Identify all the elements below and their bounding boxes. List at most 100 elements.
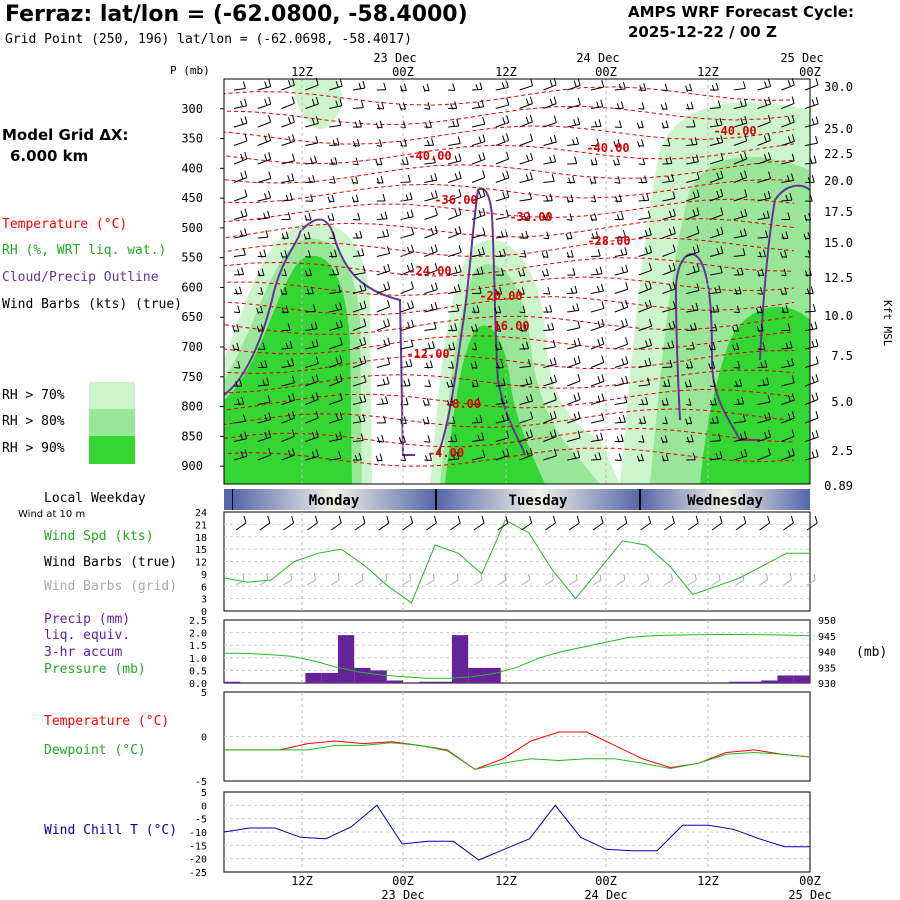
wind-barb-flag xyxy=(649,338,653,346)
wind-barb xyxy=(685,83,693,92)
wind-barb-staff xyxy=(733,105,747,109)
wind-barb-flag xyxy=(668,228,672,235)
wind-barb-staff xyxy=(733,455,747,461)
grid-wind-barb-flag xyxy=(480,573,483,581)
wind-barb-flag xyxy=(712,361,716,369)
wind-barb xyxy=(543,96,557,109)
wind-barb-flag xyxy=(336,137,340,146)
panel-tick-label: 6 xyxy=(201,582,207,593)
precip-bar xyxy=(793,675,810,683)
wind-barb-flag xyxy=(383,415,387,423)
wind-barb-staff xyxy=(281,121,295,128)
wind-barb xyxy=(733,305,740,314)
wind-barb-staff xyxy=(781,103,795,109)
wind-barb-flag xyxy=(577,320,581,328)
wind-barb-flag xyxy=(601,79,605,88)
wind-barb-staff xyxy=(376,325,390,331)
wind-barb-flag xyxy=(668,283,672,291)
wind-barb xyxy=(376,82,387,91)
wind-barb-staff xyxy=(543,237,549,240)
wind-barb-flag xyxy=(450,379,454,387)
wind-barb xyxy=(662,191,676,202)
wind-barb-layer xyxy=(232,77,819,463)
wind-barb xyxy=(424,282,438,294)
wind-barb-flag xyxy=(601,336,605,345)
wind-barb-staff xyxy=(495,255,506,257)
wind-barb-flag xyxy=(422,400,426,407)
wind-barb-flag xyxy=(744,189,748,197)
wind-barb-staff xyxy=(662,108,668,110)
wind-barb xyxy=(376,415,387,424)
wind-barb-flag xyxy=(625,337,629,345)
grid-wind-barb-flag xyxy=(575,573,578,581)
wind-barb-flag xyxy=(335,357,339,364)
wind-barb-flag xyxy=(434,172,438,181)
wind-barb-flag xyxy=(291,153,295,161)
wind-barb-flag xyxy=(667,175,671,183)
wind-barb xyxy=(495,378,506,387)
wind-barb xyxy=(233,286,242,295)
wind-barb-flag xyxy=(422,85,426,92)
grid-wind-barb-flag xyxy=(337,573,340,581)
wind-barb-staff xyxy=(805,162,817,165)
wind-barb-flag xyxy=(716,248,720,255)
wind-barb-staff xyxy=(781,436,795,442)
surface-wind-barb xyxy=(259,522,271,531)
wind-barb-flag xyxy=(737,398,741,406)
wind-barb-flag xyxy=(614,196,618,203)
wind-barb xyxy=(567,373,581,387)
grid-wind-barb-flag xyxy=(290,573,293,581)
wind-barb-flag xyxy=(363,394,367,402)
wind-barb-flag xyxy=(305,270,308,277)
wind-barb-flag xyxy=(661,122,665,129)
surface-wind-barb-flag xyxy=(552,515,556,524)
wind-barb-staff xyxy=(519,140,533,146)
wind-barb-flag xyxy=(355,157,359,165)
wind-barb-flag xyxy=(720,207,724,215)
wind-barb-flag xyxy=(527,211,531,219)
wind-barb-flag xyxy=(383,265,387,273)
wind-barb-flag xyxy=(572,175,576,183)
wind-barb xyxy=(448,264,462,276)
wind-barb-flag xyxy=(720,135,724,143)
wind-barb xyxy=(590,374,605,387)
wind-barb-flag xyxy=(613,141,617,148)
wind-barb xyxy=(757,79,772,91)
precip-bar xyxy=(777,675,794,683)
wind-barb-flag xyxy=(351,196,355,203)
wind-barb xyxy=(424,120,432,129)
wind-barb xyxy=(424,341,435,350)
wind-barb xyxy=(590,79,605,91)
temperature-line xyxy=(224,731,811,770)
wind-barb-flag xyxy=(642,195,646,202)
wind-barb-flag xyxy=(551,322,555,330)
wind-barb-flag xyxy=(640,177,644,184)
wind-barb-staff xyxy=(424,214,438,220)
weekday-name: Wednesday xyxy=(687,493,763,509)
wind-barb-flag xyxy=(244,98,248,106)
wind-barb-flag xyxy=(407,246,410,254)
wind-barb-flag xyxy=(409,192,413,200)
wind-barb-flag xyxy=(569,213,573,221)
wind-barb-flag xyxy=(506,151,510,160)
wind-barb-flag xyxy=(311,98,315,106)
wind-barb-flag xyxy=(613,159,616,167)
legend-cloud: Cloud/Precip Outline xyxy=(2,270,159,285)
wind-barb-flag xyxy=(617,176,621,184)
wind-barb-staff xyxy=(329,124,341,128)
wind-barb-flag xyxy=(645,247,649,254)
wind-barb-flag xyxy=(339,337,343,345)
wind-barb-flag xyxy=(235,288,238,295)
pressure-label: Pressure (mb) xyxy=(44,662,146,677)
wind-barb-flag xyxy=(764,431,768,439)
panel-tick-label: -5 xyxy=(195,777,207,788)
wind-barb-staff xyxy=(329,85,343,91)
wind-barb-flag xyxy=(692,265,696,273)
wind-barb xyxy=(305,194,314,202)
wind-barb xyxy=(305,250,311,258)
top-time-label: 12Z xyxy=(291,65,313,79)
wind-barb-flag xyxy=(547,324,551,331)
wind-barb-flag xyxy=(784,287,788,295)
wind-barb xyxy=(352,318,367,331)
wind-barb-flag xyxy=(232,344,236,351)
